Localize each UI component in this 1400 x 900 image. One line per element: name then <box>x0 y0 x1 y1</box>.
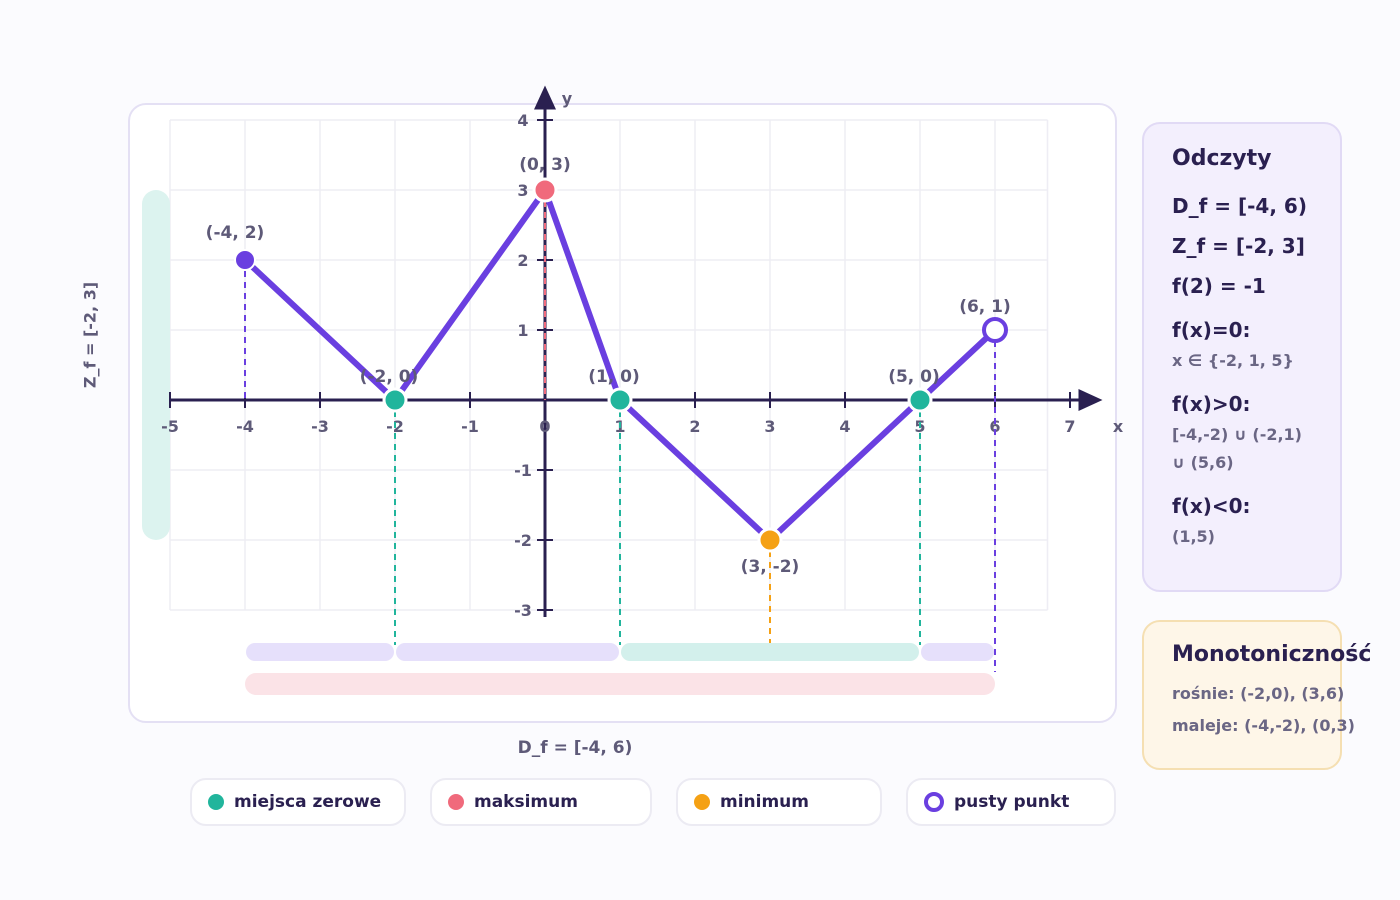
point-label: (-4, 2) <box>206 223 265 243</box>
point-label: (6, 1) <box>959 297 1011 317</box>
legend-label: pusty punkt <box>954 792 1070 812</box>
legend-label: minimum <box>720 792 810 812</box>
sign-interval-bar <box>921 643 994 661</box>
zero-point <box>607 387 633 413</box>
endpoint <box>234 249 256 271</box>
reading-neg-value: (1,5) <box>1172 527 1215 546</box>
y-tick-label: 3 <box>517 181 528 200</box>
reading-neg-title: f(x)<0: <box>1172 494 1251 518</box>
legend-open-dot-icon <box>924 792 944 812</box>
x-tick-label: -3 <box>311 417 329 436</box>
maximum-point <box>532 177 558 203</box>
sign-interval-bar <box>396 643 619 661</box>
y-tick-label: -3 <box>514 601 532 620</box>
y-tick-label: -1 <box>514 461 532 480</box>
x-axis-arrow-icon <box>1078 389 1103 411</box>
sign-interval-bar <box>246 643 394 661</box>
reading-range: Z_f = [-2, 3] <box>1172 234 1305 258</box>
readings-title: Odczyty <box>1172 146 1272 171</box>
plot-card <box>128 103 1117 723</box>
zero-point <box>382 387 408 413</box>
x-tick-label: 2 <box>689 417 700 436</box>
legend-item-open-point: pusty punkt <box>906 778 1116 826</box>
x-tick-label: -4 <box>236 417 254 436</box>
x-tick-label: 4 <box>839 417 850 436</box>
legend-item-maximum: maksimum <box>430 778 652 826</box>
domain-label: D_f = [-4, 6) <box>517 738 633 758</box>
point-label: (5, 0) <box>888 367 940 387</box>
x-tick-label: 6 <box>989 417 1000 436</box>
monotonicity-increasing: rośnie: (-2,0), (3,6) <box>1172 684 1345 703</box>
x-tick-label: -1 <box>461 417 479 436</box>
x-tick-label: 7 <box>1064 417 1075 436</box>
y-axis-arrow-icon <box>534 85 556 110</box>
reading-pos-value-2: ∪ (5,6) <box>1172 453 1234 472</box>
reading-f2: f(2) = -1 <box>1172 274 1266 298</box>
legend-item-minimum: minimum <box>676 778 882 826</box>
legend-min-dot-icon <box>694 794 710 810</box>
monotonicity-title: Monotoniczność <box>1172 642 1372 667</box>
reading-zero-title: f(x)=0: <box>1172 318 1251 342</box>
readings-panel: Odczyty D_f = [-4, 6) Z_f = [-2, 3] f(2)… <box>1142 122 1342 592</box>
legend-item-zeros: miejsca zerowe <box>190 778 406 826</box>
point-label: (1, 0) <box>588 367 640 387</box>
point-label: (0, 3) <box>519 155 571 175</box>
open-point <box>982 317 1008 343</box>
point-label: (-2, 0) <box>360 367 419 387</box>
y-tick-label: 1 <box>517 321 528 340</box>
sign-interval-bar <box>621 643 919 661</box>
reading-domain: D_f = [-4, 6) <box>1172 194 1307 218</box>
zero-point <box>907 387 933 413</box>
y-tick-label: -2 <box>514 531 532 550</box>
point-label: (3, -2) <box>741 557 800 577</box>
range-label: Z_f = [-2, 3] <box>80 281 100 389</box>
minimum-point <box>757 527 783 553</box>
legend-label: miejsca zerowe <box>234 792 382 812</box>
legend-max-dot-icon <box>448 794 464 810</box>
legend-zero-dot-icon <box>208 794 224 810</box>
monotonicity-decreasing: maleje: (-4,-2), (0,3) <box>1172 716 1355 735</box>
x-tick-label: 0 <box>539 417 550 436</box>
domain-bar <box>245 673 995 695</box>
y-axis-label: y <box>562 89 573 108</box>
y-tick-label: 4 <box>517 111 528 130</box>
x-axis-label: x <box>1113 417 1124 436</box>
range-bar <box>142 190 170 540</box>
x-tick-label: -5 <box>161 417 179 436</box>
legend-label: maksimum <box>474 792 578 812</box>
reading-zero-value: x ∈ {-2, 1, 5} <box>1172 351 1294 370</box>
monotonicity-panel: Monotoniczność rośnie: (-2,0), (3,6) mal… <box>1142 620 1371 770</box>
reading-pos-value-1: [-4,-2) ∪ (-2,1) <box>1172 425 1302 444</box>
y-tick-label: 2 <box>517 251 528 270</box>
x-tick-label: 3 <box>764 417 775 436</box>
reading-pos-title: f(x)>0: <box>1172 392 1251 416</box>
